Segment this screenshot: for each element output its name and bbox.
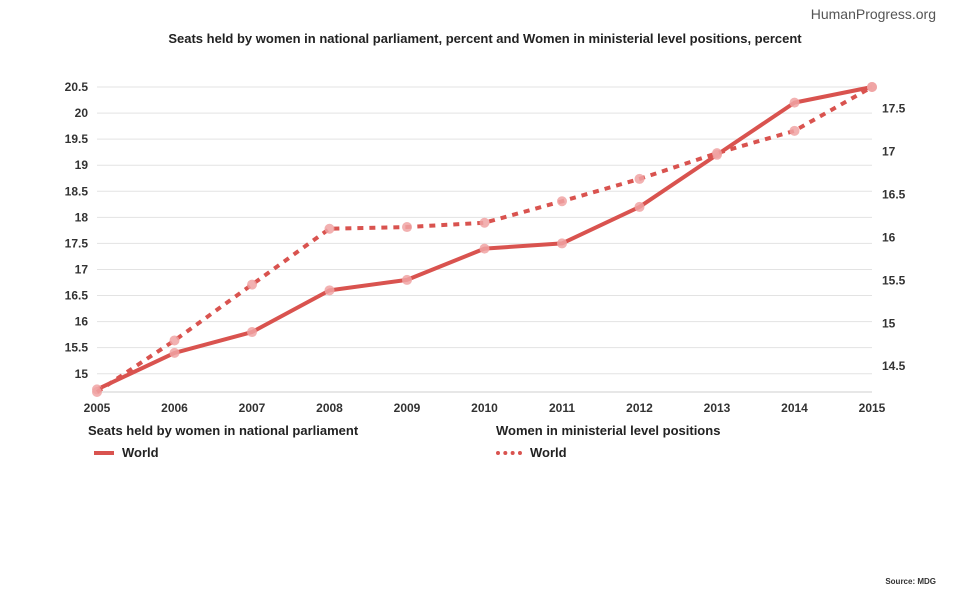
data-point-ministerial	[92, 387, 102, 397]
legend-item-ministerial-world[interactable]: World	[496, 445, 720, 460]
x-tick-label: 2009	[394, 401, 421, 415]
y-right-tick-label: 16.5	[882, 187, 906, 201]
data-point-ministerial	[634, 173, 645, 184]
y-left-tick-label: 17.5	[65, 236, 89, 250]
data-point-ministerial	[789, 125, 800, 136]
y-left-tick-label: 19	[75, 158, 89, 172]
y-right-tick-label: 15.5	[882, 273, 906, 287]
x-tick-label: 2008	[316, 401, 343, 415]
y-left-tick-label: 18	[75, 210, 89, 224]
legend-heading-parliament: Seats held by women in national parliame…	[88, 423, 359, 438]
y-right-tick-label: 17	[882, 144, 896, 158]
data-point-parliament	[557, 238, 567, 249]
y-left-tick-label: 15.5	[65, 341, 89, 355]
data-point-ministerial	[557, 196, 567, 207]
data-point-ministerial	[169, 335, 180, 346]
chart-title: Seats held by women in national parliame…	[168, 31, 802, 46]
y-left-tick-label: 16	[75, 315, 89, 329]
data-point-ministerial	[402, 222, 412, 233]
x-tick-label: 2014	[781, 401, 808, 415]
legend-right: Women in ministerial level positions Wor…	[496, 423, 720, 460]
x-tick-label: 2012	[626, 401, 653, 415]
x-tick-label: 2007	[239, 401, 266, 415]
data-point-ministerial	[867, 82, 877, 92]
brand-watermark: HumanProgress.org	[810, 6, 936, 22]
legend-heading-ministerial: Women in ministerial level positions	[496, 423, 721, 438]
y-left-tick-label: 15	[75, 367, 89, 381]
data-point-ministerial	[712, 148, 722, 159]
data-point-parliament	[247, 327, 257, 338]
x-tick-label: 2015	[859, 401, 886, 415]
legend-label-ministerial-world: World	[530, 445, 567, 460]
y-left-tick-label: 20	[75, 106, 89, 120]
y-right-tick-label: 15	[882, 316, 896, 330]
legend-label-parliament-world: World	[122, 445, 159, 460]
legend-item-parliament-world[interactable]: World	[94, 445, 358, 460]
data-point-ministerial	[324, 223, 335, 234]
x-tick-label: 2013	[704, 401, 731, 415]
y-left-tick-label: 18.5	[65, 184, 89, 198]
data-point-parliament	[402, 274, 412, 285]
x-tick-label: 2005	[84, 401, 111, 415]
series-line-parliament	[96, 85, 873, 392]
data-point-parliament	[169, 347, 180, 358]
source-note: Source: MDG	[885, 577, 936, 586]
y-right-tick-label: 14.5	[882, 359, 906, 373]
x-tick-label: 2010	[471, 401, 498, 415]
data-point-parliament	[479, 243, 490, 254]
data-point-parliament	[634, 201, 645, 212]
solid-line-swatch-icon	[94, 450, 114, 455]
y-left-tick-label: 17	[75, 262, 89, 276]
x-tick-label: 2006	[161, 401, 188, 415]
data-point-parliament	[789, 97, 800, 108]
data-point-ministerial	[247, 279, 257, 290]
data-point-ministerial	[479, 217, 490, 228]
y-left-tick-label: 16.5	[65, 289, 89, 303]
dotted-line-swatch-icon	[496, 450, 522, 455]
y-right-tick-label: 16	[882, 230, 896, 244]
y-right-tick-label: 17.5	[882, 101, 906, 115]
y-left-tick-label: 19.5	[65, 132, 89, 146]
x-tick-label: 2011	[549, 401, 575, 415]
series-line-ministerial	[95, 85, 873, 394]
legend-left: Seats held by women in national parliame…	[88, 423, 358, 460]
y-left-tick-label: 20.5	[65, 80, 89, 94]
data-point-parliament	[324, 285, 335, 296]
